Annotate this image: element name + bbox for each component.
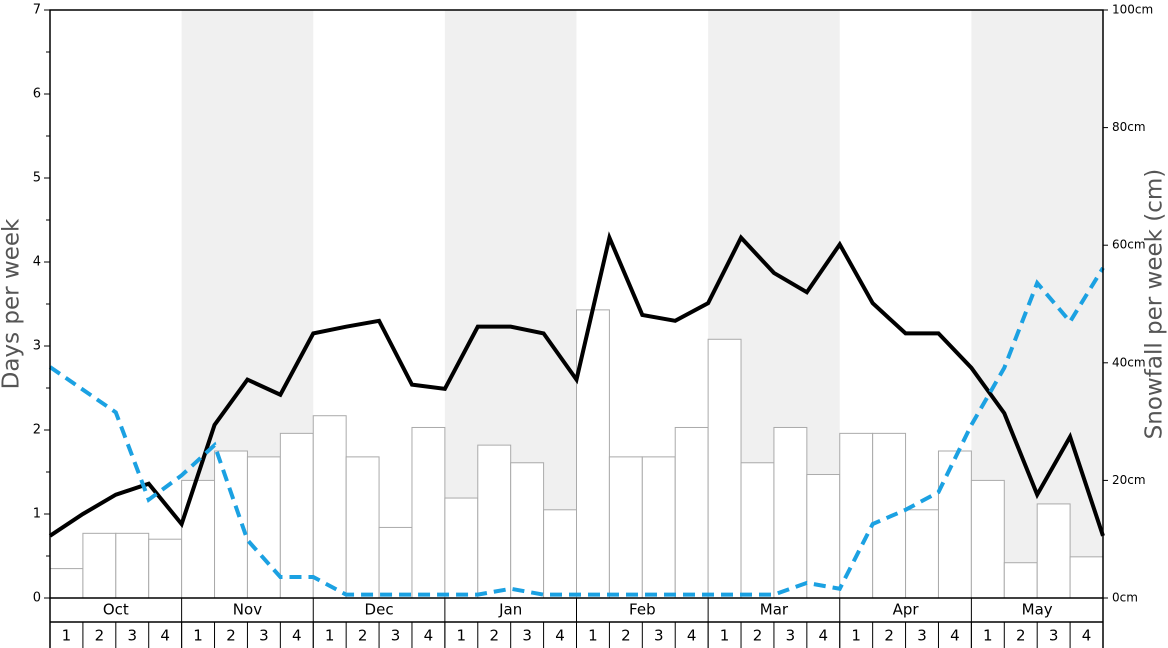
bar bbox=[839, 432, 874, 599]
week-label: 3 bbox=[259, 627, 269, 645]
month-label: Jan bbox=[498, 601, 522, 619]
week-label: 3 bbox=[127, 627, 137, 645]
y2-tick-label: 40cm bbox=[1112, 355, 1146, 369]
bar bbox=[1069, 556, 1104, 599]
month-label: Feb bbox=[629, 601, 656, 619]
week-label: 3 bbox=[391, 627, 401, 645]
line bbox=[48, 231, 1105, 538]
bar bbox=[905, 509, 939, 599]
week-label: 3 bbox=[1049, 627, 1059, 645]
bar bbox=[378, 526, 413, 599]
y-tick-label: 3 bbox=[33, 339, 41, 354]
week-label: 1 bbox=[325, 627, 335, 645]
bar bbox=[82, 532, 117, 599]
week-label: 3 bbox=[522, 627, 532, 645]
week-label: 4 bbox=[1082, 627, 1092, 645]
y-tick-label: 2 bbox=[33, 423, 41, 438]
y2-tick-label: 60cm bbox=[1112, 238, 1146, 252]
bar bbox=[444, 497, 479, 599]
line bbox=[48, 266, 1105, 597]
y-tick-label: 7 bbox=[33, 3, 41, 18]
bar bbox=[1003, 562, 1038, 599]
bar bbox=[806, 474, 841, 599]
bar bbox=[411, 426, 446, 599]
y-tick-label: 5 bbox=[33, 171, 41, 186]
week-label: 4 bbox=[687, 627, 697, 645]
bar bbox=[740, 462, 775, 599]
bar bbox=[608, 456, 643, 599]
bar bbox=[641, 456, 676, 599]
bar bbox=[773, 426, 808, 599]
bar bbox=[543, 509, 577, 599]
bar bbox=[246, 456, 281, 599]
month-label: Mar bbox=[760, 601, 789, 619]
bar bbox=[970, 479, 1005, 599]
bar bbox=[181, 479, 216, 599]
week-label: 1 bbox=[983, 627, 993, 645]
week-label: 3 bbox=[786, 627, 796, 645]
bar bbox=[115, 532, 150, 599]
week-label: 4 bbox=[555, 627, 565, 645]
bar bbox=[49, 568, 84, 599]
week-label: 1 bbox=[588, 627, 598, 645]
week-label: 2 bbox=[753, 627, 763, 645]
bar bbox=[674, 426, 709, 599]
week-label: 2 bbox=[884, 627, 894, 645]
week-label: 4 bbox=[292, 627, 302, 645]
bar bbox=[872, 432, 907, 599]
bar bbox=[707, 338, 742, 599]
week-label: 2 bbox=[1016, 627, 1026, 645]
week-label: 1 bbox=[193, 627, 203, 645]
y2-axis-label: Snowfall per week (cm) bbox=[1142, 169, 1168, 440]
week-label: 2 bbox=[358, 627, 368, 645]
bar bbox=[279, 432, 314, 599]
bar bbox=[148, 538, 183, 599]
week-label: 2 bbox=[95, 627, 105, 645]
bar bbox=[345, 456, 380, 599]
month-label: Apr bbox=[893, 601, 920, 619]
bar bbox=[1036, 503, 1071, 599]
week-label: 2 bbox=[489, 627, 499, 645]
month-label: Dec bbox=[365, 601, 394, 619]
week-label: 1 bbox=[62, 627, 72, 645]
y-tick-label: 1 bbox=[33, 507, 41, 522]
y2-tick-label: 80cm bbox=[1112, 120, 1146, 134]
y2-tick-label: 0cm bbox=[1112, 591, 1138, 605]
month-label: Nov bbox=[233, 601, 262, 619]
week-label: 1 bbox=[720, 627, 730, 645]
y-tick-label: 0 bbox=[33, 591, 41, 606]
bar bbox=[477, 444, 512, 599]
y2-tick-label: 20cm bbox=[1112, 473, 1146, 487]
month-label: Oct bbox=[103, 601, 129, 619]
week-label: 4 bbox=[950, 627, 960, 645]
week-label: 3 bbox=[917, 627, 927, 645]
y-axis-label: Days per week bbox=[0, 218, 25, 389]
bar bbox=[312, 415, 347, 599]
week-label: 1 bbox=[851, 627, 861, 645]
week-label: 1 bbox=[457, 627, 467, 645]
week-label: 4 bbox=[424, 627, 434, 645]
y2-tick-label: 100cm bbox=[1112, 3, 1153, 17]
week-label: 4 bbox=[160, 627, 170, 645]
bar bbox=[937, 450, 972, 599]
week-label: 2 bbox=[226, 627, 236, 645]
month-label: May bbox=[1022, 601, 1053, 619]
y-tick-label: 6 bbox=[33, 87, 41, 102]
bar bbox=[510, 462, 545, 599]
week-label: 4 bbox=[819, 627, 829, 645]
week-label: 3 bbox=[654, 627, 664, 645]
week-label: 2 bbox=[621, 627, 631, 645]
y-tick-label: 4 bbox=[33, 255, 41, 270]
